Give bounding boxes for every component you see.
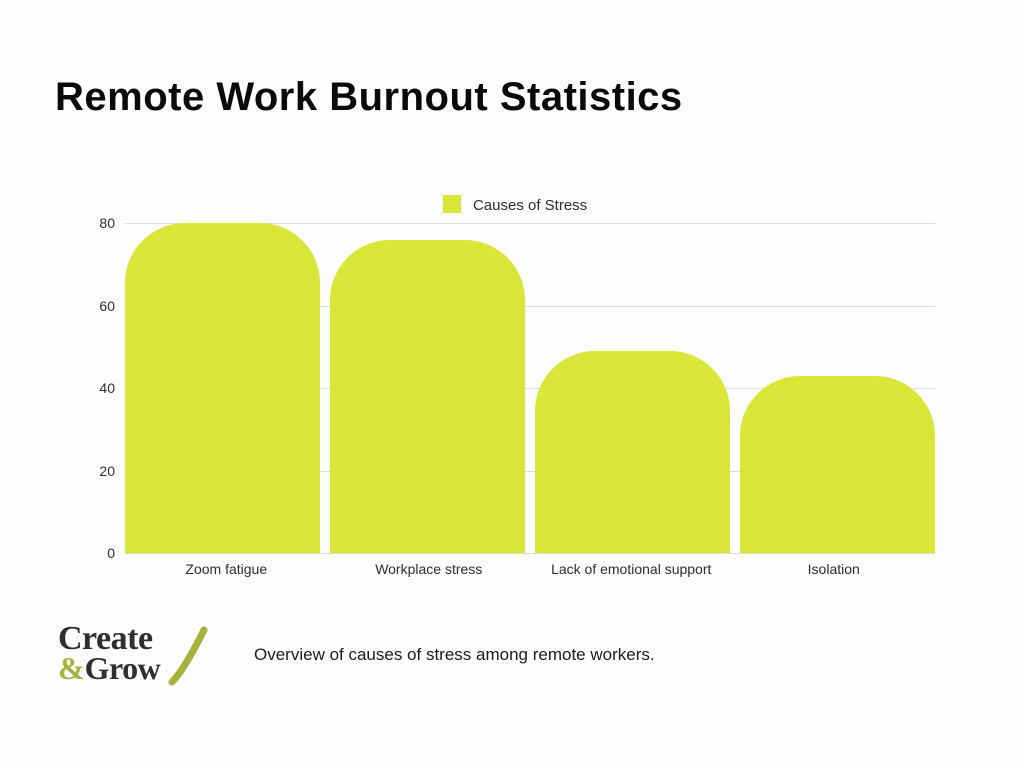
x-axis-label: Zoom fatigue xyxy=(125,561,328,577)
x-axis-label: Isolation xyxy=(733,561,936,577)
legend-swatch xyxy=(443,195,461,213)
chart-x-axis-labels: Zoom fatigueWorkplace stressLack of emot… xyxy=(125,561,935,577)
y-axis-tick: 0 xyxy=(107,545,125,561)
chart-bars xyxy=(125,223,935,553)
y-axis-tick: 20 xyxy=(99,463,125,479)
logo-grow: Grow xyxy=(85,650,161,686)
bar-slot xyxy=(330,223,525,553)
bar-slot xyxy=(740,223,935,553)
footer: Create &Grow Overview of causes of stres… xyxy=(58,620,984,690)
footer-caption: Overview of causes of stress among remot… xyxy=(254,645,655,665)
bar xyxy=(535,351,730,553)
legend-label: Causes of Stress xyxy=(473,197,587,214)
bar-slot xyxy=(125,223,320,553)
stress-causes-chart: Causes of Stress 020406080 Zoom fatigueW… xyxy=(95,195,935,595)
logo-ampersand: & xyxy=(58,650,85,686)
create-and-grow-logo: Create &Grow xyxy=(58,620,218,690)
y-axis-tick: 60 xyxy=(99,298,125,314)
y-axis-tick: 40 xyxy=(99,380,125,396)
y-axis-tick: 80 xyxy=(99,215,125,231)
logo-line2: &Grow xyxy=(58,650,218,687)
chart-legend: Causes of Stress xyxy=(95,195,935,214)
page-title: Remote Work Burnout Statistics xyxy=(55,75,683,120)
bar xyxy=(330,240,525,554)
chart-plot-area: 020406080 xyxy=(125,223,935,553)
bar-slot xyxy=(535,223,730,553)
gridline xyxy=(125,553,935,554)
x-axis-label: Workplace stress xyxy=(328,561,531,577)
bar xyxy=(125,223,320,553)
x-axis-label: Lack of emotional support xyxy=(530,561,733,577)
bar xyxy=(740,376,935,553)
page: Remote Work Burnout Statistics Causes of… xyxy=(0,0,1024,768)
